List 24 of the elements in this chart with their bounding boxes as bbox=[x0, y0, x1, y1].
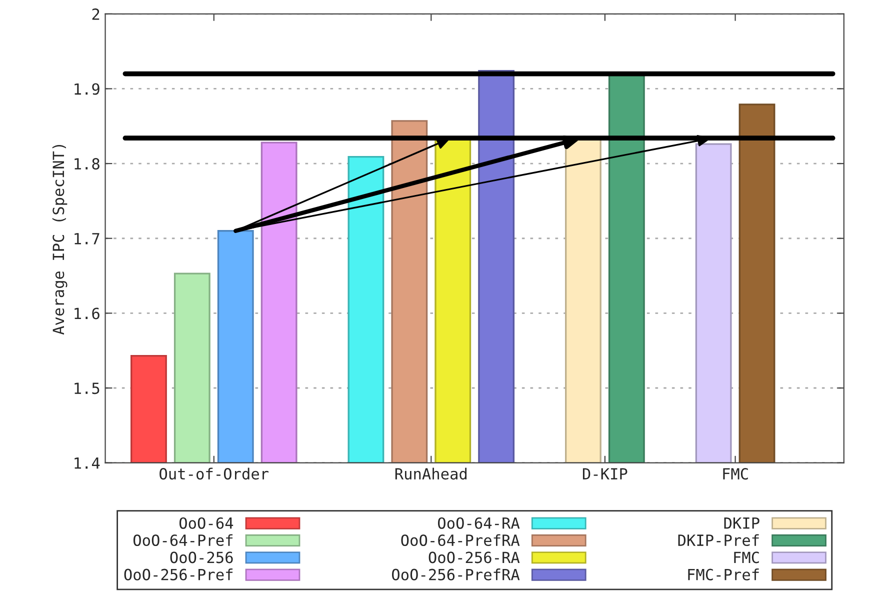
legend-label: DKIP-Pref bbox=[678, 534, 759, 546]
x-tick-label: RunAhead bbox=[395, 468, 467, 480]
y-tick-label: 1.4 bbox=[74, 458, 100, 469]
legend-label: FMC-Pref bbox=[688, 568, 759, 580]
legend-label: DKIP bbox=[724, 518, 760, 529]
legend-label: OoO-64-PrefRA bbox=[401, 534, 520, 546]
y-tick-label: 1.7 bbox=[74, 233, 100, 244]
y-tick-label: 1.5 bbox=[74, 382, 100, 394]
y-tick-label: 1.6 bbox=[74, 308, 100, 320]
x-tick-label: Out-of-Order bbox=[160, 468, 268, 480]
legend-label: OoO-256-RA bbox=[428, 552, 520, 564]
y-axis-title: Average IPC (SpecINT) bbox=[52, 144, 68, 335]
legend-label: OoO-64-Pref bbox=[133, 534, 233, 546]
y-tick-label: 2 bbox=[92, 8, 100, 20]
y-tick-label: 1.9 bbox=[74, 83, 100, 95]
x-tick-label: FMC bbox=[723, 468, 748, 480]
legend-label: OoO-64-RA bbox=[438, 517, 520, 529]
legend-label: OoO-256-Pref bbox=[124, 568, 233, 580]
legend-label: FMC bbox=[734, 552, 759, 564]
x-tick-label: D-KIP bbox=[582, 468, 628, 480]
y-tick-label: 1.8 bbox=[74, 158, 100, 170]
legend-label: OoO-256-PrefRA bbox=[392, 568, 520, 580]
legend-label: OoO-256 bbox=[170, 552, 233, 564]
legend-label: OoO-64 bbox=[179, 517, 234, 529]
